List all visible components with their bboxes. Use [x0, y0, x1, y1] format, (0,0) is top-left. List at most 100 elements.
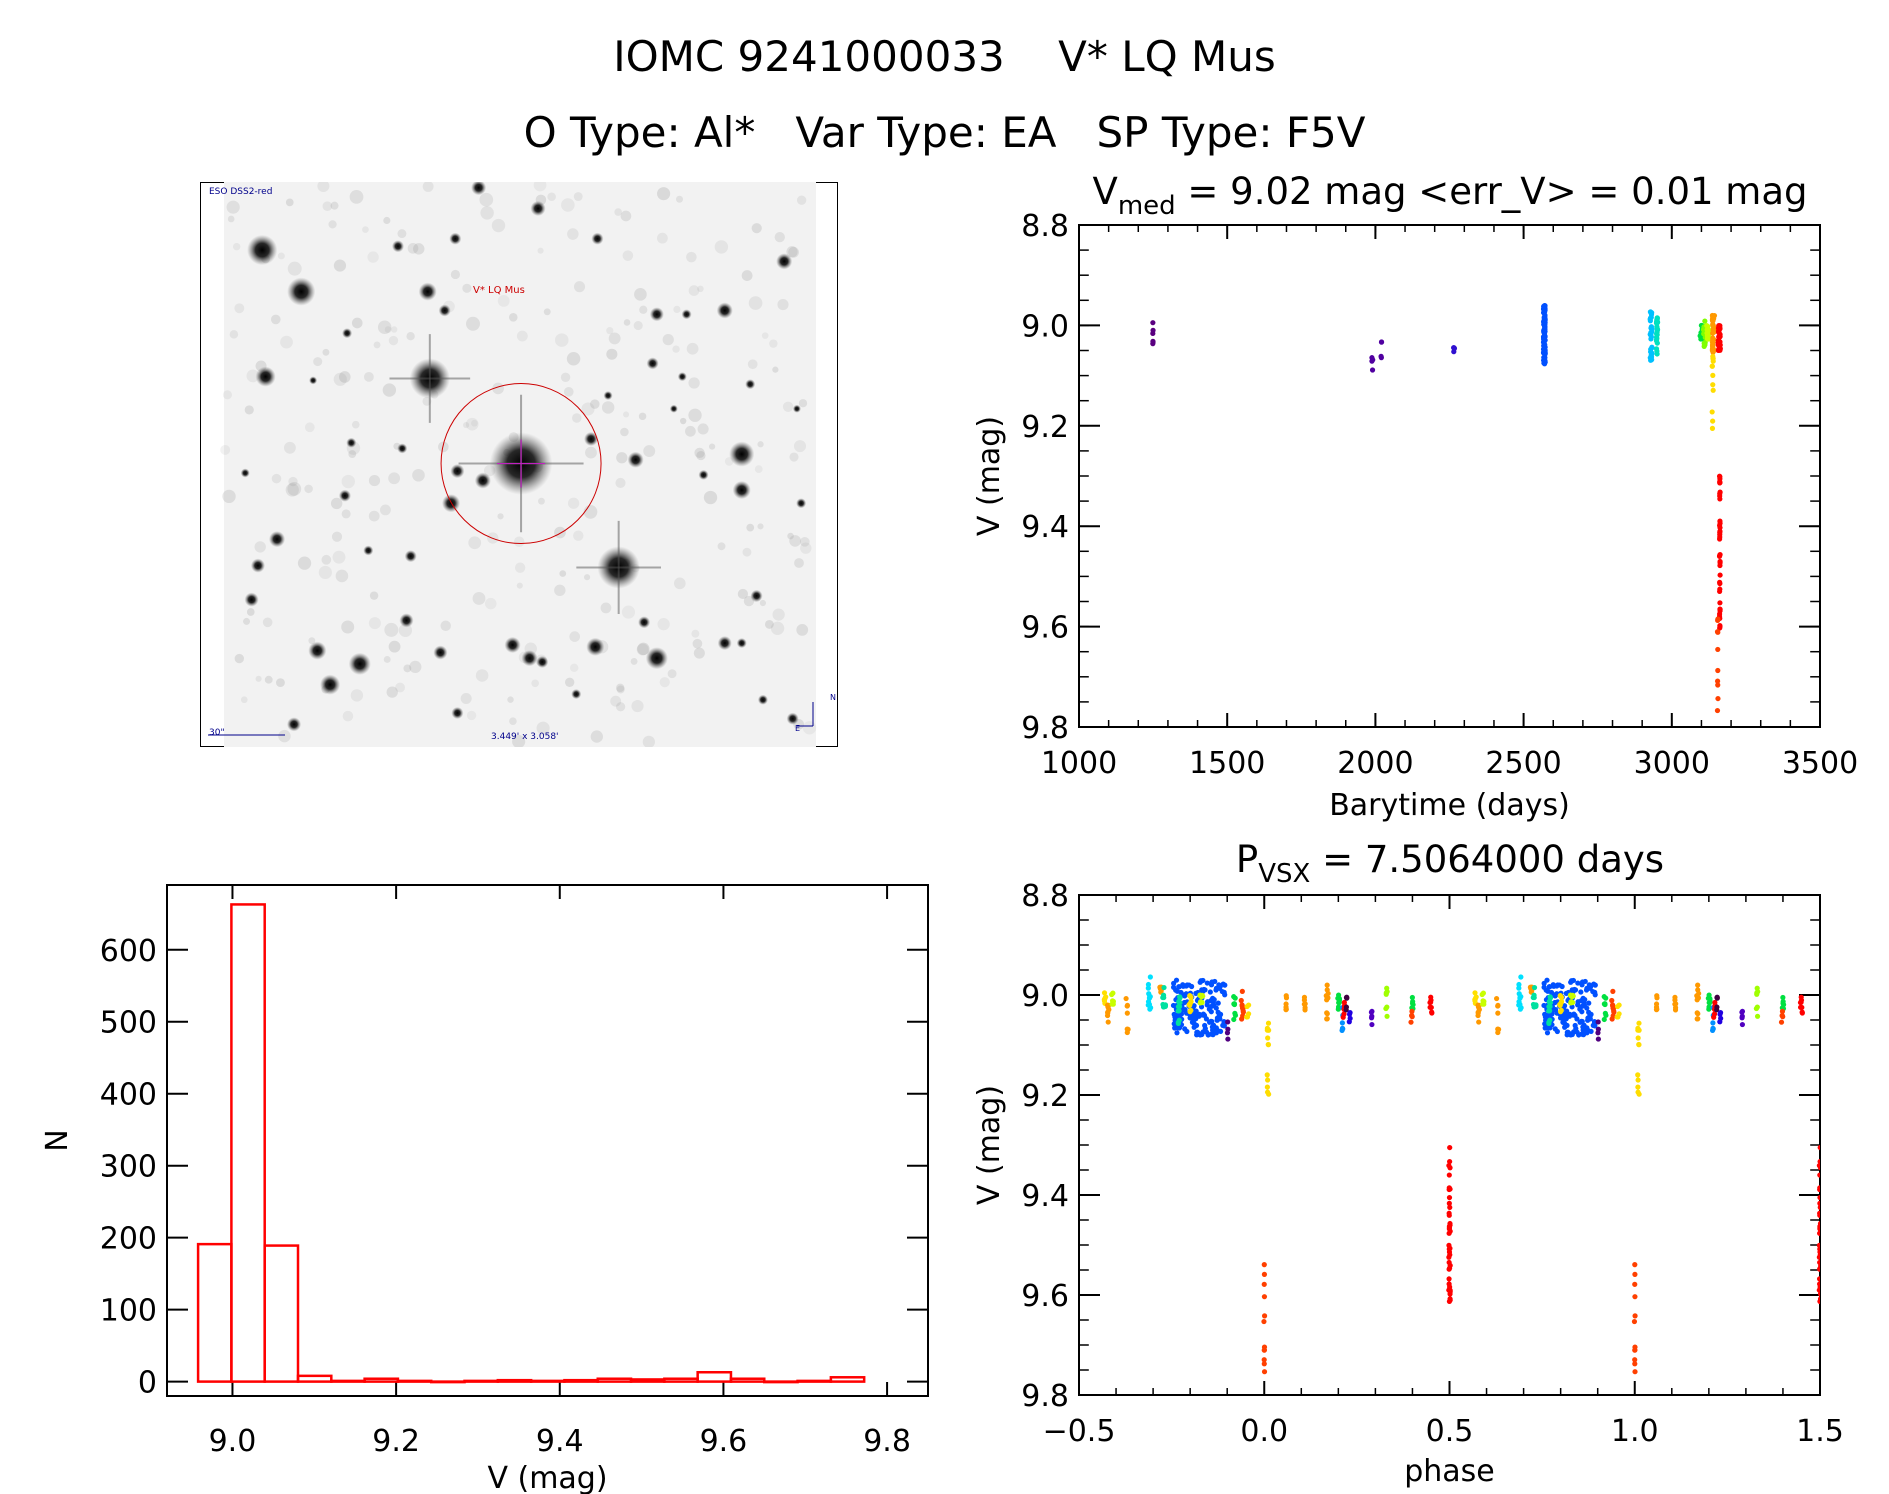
faint-star — [297, 556, 311, 570]
faint-star — [277, 729, 291, 742]
faint-star — [361, 225, 369, 233]
histogram-bar — [629, 1378, 666, 1383]
x-tick-label: 9.0 — [209, 1424, 257, 1459]
phase-title-main: P — [1235, 838, 1259, 881]
star — [750, 589, 763, 602]
data-point — [1283, 995, 1290, 1001]
star — [627, 451, 644, 468]
data-point — [1778, 1019, 1785, 1025]
data-point — [1707, 997, 1713, 1003]
y-tick-label: 9.2 — [1021, 410, 1069, 445]
faint-star — [761, 331, 768, 339]
data-point — [1710, 387, 1716, 393]
data-point — [1798, 994, 1804, 1000]
data-point — [1124, 1010, 1130, 1016]
data-point — [1780, 994, 1786, 1001]
faint-star — [338, 370, 351, 383]
faint-star — [788, 451, 799, 462]
data-point — [1323, 993, 1329, 999]
data-point — [1145, 981, 1152, 988]
x-tick-label: 1.5 — [1796, 1414, 1844, 1449]
data-point — [1265, 1077, 1271, 1083]
data-point — [1710, 355, 1716, 362]
star — [362, 544, 373, 556]
y-tick-label: 200 — [100, 1222, 157, 1257]
faint-star — [615, 701, 625, 711]
data-point — [1580, 996, 1586, 1003]
data-point — [1542, 1021, 1548, 1027]
data-point — [1817, 1230, 1820, 1236]
data-point — [1717, 606, 1723, 612]
data-point — [1582, 978, 1588, 985]
data-point — [1648, 312, 1655, 318]
histogram-bar — [429, 1380, 466, 1384]
data-point — [1171, 980, 1177, 986]
data-point — [1562, 1012, 1568, 1018]
faint-star — [333, 258, 346, 272]
data-point — [1447, 1158, 1453, 1165]
histogram-bar — [563, 1378, 599, 1383]
data-point — [1541, 980, 1547, 986]
faint-star — [461, 283, 471, 293]
data-point — [1579, 1009, 1585, 1015]
data-point — [1123, 995, 1129, 1002]
data-point — [1588, 1028, 1594, 1035]
star — [396, 442, 407, 453]
data-point — [1176, 998, 1182, 1005]
data-point — [1344, 995, 1350, 1001]
star — [583, 431, 598, 446]
faint-star — [279, 335, 293, 349]
faint-star — [589, 398, 600, 409]
faint-star — [770, 621, 784, 635]
data-point — [1654, 348, 1660, 354]
data-point — [1798, 999, 1804, 1005]
data-point — [1717, 600, 1723, 606]
faint-star — [685, 251, 697, 262]
data-point — [1104, 1012, 1111, 1019]
data-point — [1716, 346, 1722, 352]
faint-star — [687, 408, 702, 422]
data-point — [1261, 1294, 1268, 1300]
data-point — [1632, 1347, 1638, 1353]
faint-star — [232, 242, 240, 250]
data-point — [1324, 997, 1330, 1003]
data-point — [1694, 1010, 1700, 1016]
faint-star — [667, 668, 677, 678]
data-point — [1369, 367, 1376, 373]
data-point — [1265, 1035, 1271, 1041]
faint-star — [619, 427, 629, 436]
faint-star — [671, 344, 680, 353]
data-point — [1187, 1000, 1194, 1006]
data-point — [1447, 1204, 1453, 1211]
data-point — [1171, 1021, 1177, 1027]
data-point — [1343, 1004, 1350, 1010]
faint-star — [496, 512, 504, 519]
data-point — [1369, 1013, 1375, 1019]
faint-star — [369, 590, 378, 600]
star — [792, 404, 801, 413]
data-point — [1212, 1028, 1218, 1034]
data-point — [1208, 982, 1215, 988]
data-point — [1261, 1369, 1268, 1375]
star — [736, 637, 747, 648]
faint-star — [412, 242, 424, 255]
data-point — [1817, 1145, 1820, 1151]
star — [795, 497, 806, 508]
data-point — [1554, 983, 1560, 989]
faint-star — [332, 550, 345, 564]
data-point — [1576, 1032, 1582, 1038]
star — [307, 641, 326, 660]
faint-star — [621, 605, 635, 619]
data-point — [1324, 982, 1330, 988]
faint-star — [605, 348, 617, 360]
faint-star — [283, 441, 296, 454]
star — [677, 371, 687, 381]
data-point — [1542, 315, 1548, 321]
data-point — [1653, 1007, 1660, 1013]
faint-star — [508, 312, 518, 322]
star — [698, 469, 709, 480]
histogram-bar — [296, 1374, 333, 1383]
data-point — [1636, 1041, 1642, 1048]
data-point — [1694, 997, 1700, 1003]
data-point — [1558, 994, 1565, 1000]
